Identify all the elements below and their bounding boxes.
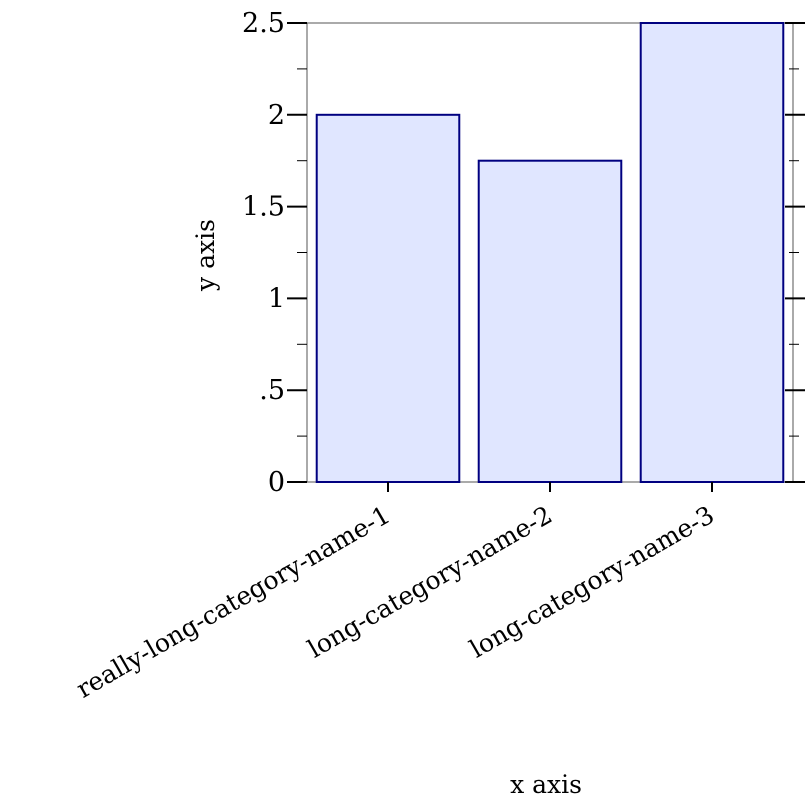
bar-2 [477,159,623,483]
x-tick-label: really-long-category-name-1 [71,500,395,704]
bar-1 [315,113,461,484]
y-axis-title: y axis [191,219,220,292]
y-axis: 0 .5 1 1.5 2 2.5 [242,8,805,498]
y-tick-label: 0 [268,467,285,498]
y-tick-label: 1.5 [242,192,285,223]
x-axis: really-long-category-name-1long-category… [71,482,719,704]
y-tick-label: 2.5 [242,8,285,39]
y-tick-label: 2 [268,100,285,131]
y-tick-label: 1 [268,283,285,314]
bars-group [315,22,785,484]
y-tick-label: .5 [259,375,285,406]
x-axis-title: x axis [510,770,582,799]
bar-3 [639,22,785,483]
